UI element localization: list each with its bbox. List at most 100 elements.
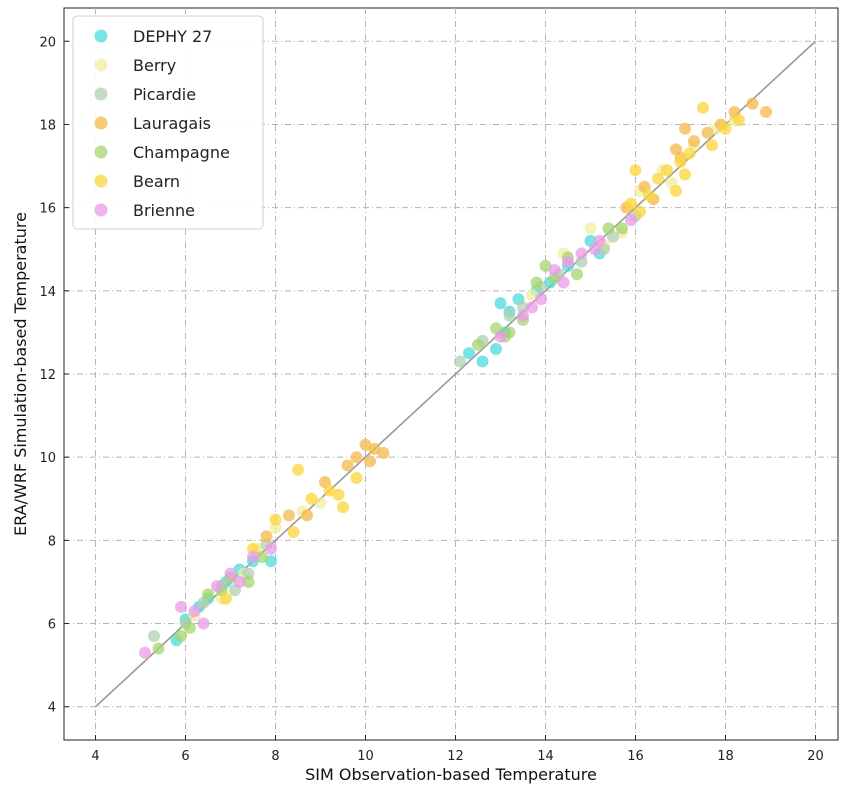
data-point — [548, 272, 561, 285]
data-point — [256, 551, 268, 563]
x-tick-label: 6 — [181, 749, 189, 764]
data-point — [652, 172, 664, 185]
legend-entry: Picardie — [133, 85, 196, 104]
y-tick-label: 4 — [48, 701, 56, 716]
y-tick-label: 18 — [39, 118, 56, 133]
data-point — [517, 309, 529, 322]
data-point — [674, 155, 687, 168]
data-point — [224, 567, 237, 580]
y-tick-label: 12 — [39, 368, 56, 383]
data-point — [337, 501, 349, 514]
data-point — [503, 309, 516, 322]
data-point — [377, 447, 390, 459]
x-tick-label: 8 — [271, 749, 279, 764]
legend-marker — [94, 174, 108, 188]
data-point — [593, 234, 606, 247]
legend: DEPHY 27 Berry Picardie Lauragais Champagne B… — [72, 15, 264, 230]
data-point — [139, 646, 151, 659]
data-point — [701, 126, 714, 139]
data-point — [625, 197, 637, 210]
data-point — [175, 630, 187, 642]
legend-entry: Berry — [133, 56, 176, 75]
data-point — [472, 338, 484, 351]
data-point — [152, 642, 165, 655]
data-point — [575, 247, 588, 260]
data-point — [359, 438, 372, 451]
y-tick-label: 20 — [39, 35, 56, 50]
y-tick-label: 10 — [39, 451, 56, 466]
data-point — [314, 496, 327, 509]
y-tick-label: 8 — [48, 534, 56, 549]
data-point — [539, 259, 552, 272]
data-point — [211, 580, 223, 593]
data-point — [629, 164, 642, 177]
data-point — [535, 293, 547, 306]
data-point — [463, 347, 475, 360]
legend-marker — [94, 58, 108, 72]
data-point — [760, 106, 772, 118]
legend-entry: Lauragais — [133, 114, 211, 133]
data-point — [670, 185, 682, 197]
data-point — [368, 442, 381, 455]
legend-entry: DEPHY 27 — [133, 27, 212, 46]
data-point — [562, 255, 574, 268]
data-point — [602, 222, 615, 235]
data-point — [526, 289, 538, 301]
data-point — [494, 330, 507, 343]
axis-ticks: 4 6 8 10 12 14 16 18 20 4 6 8 10 12 14 16 18 20 — [39, 35, 823, 764]
data-point — [634, 205, 646, 218]
data-point — [292, 463, 304, 476]
data-point — [332, 488, 345, 501]
data-point — [746, 97, 759, 110]
data-point — [260, 530, 273, 543]
data-point — [364, 455, 376, 468]
data-point — [265, 542, 277, 555]
data-point — [643, 189, 655, 202]
data-point — [175, 600, 187, 613]
data-point — [188, 605, 201, 618]
x-tick-label: 14 — [537, 749, 554, 764]
data-point — [490, 343, 502, 355]
reference-line — [94, 40, 817, 708]
data-point — [688, 135, 700, 148]
data-point — [548, 264, 561, 276]
data-point — [476, 355, 489, 368]
data-point — [575, 255, 588, 268]
data-point — [697, 101, 709, 114]
x-tick-label: 16 — [627, 749, 644, 764]
data-point — [242, 576, 255, 588]
data-point — [719, 122, 732, 135]
legend-entry: Bearn — [133, 172, 180, 191]
data-point — [341, 459, 354, 472]
data-point — [283, 509, 295, 522]
y-tick-label: 6 — [48, 618, 56, 633]
data-point — [323, 484, 336, 497]
data-point — [661, 164, 673, 177]
data-point — [616, 222, 628, 235]
data-point — [526, 301, 538, 314]
data-point — [197, 617, 210, 630]
legend-box — [72, 15, 264, 230]
data-point — [706, 139, 718, 152]
series-bearn — [220, 101, 745, 605]
data-point — [301, 509, 313, 522]
data-point — [233, 576, 246, 588]
legend-marker — [94, 203, 108, 217]
legend-entry: Brienne — [133, 201, 195, 220]
y-tick-label: 16 — [39, 202, 56, 217]
x-axis-label: SIM Observation-based Temperature — [305, 765, 597, 784]
data-point — [220, 592, 232, 605]
series-brienne — [139, 214, 637, 659]
data-point — [530, 276, 543, 289]
data-point — [247, 551, 259, 563]
data-point — [571, 268, 583, 281]
x-tick-label: 4 — [91, 749, 99, 764]
data-point — [148, 630, 160, 642]
y-tick-label: 14 — [39, 285, 56, 300]
data-point — [679, 168, 691, 181]
data-point — [202, 588, 214, 601]
data-point — [350, 451, 363, 464]
data-points — [139, 97, 772, 659]
data-point — [683, 147, 696, 160]
